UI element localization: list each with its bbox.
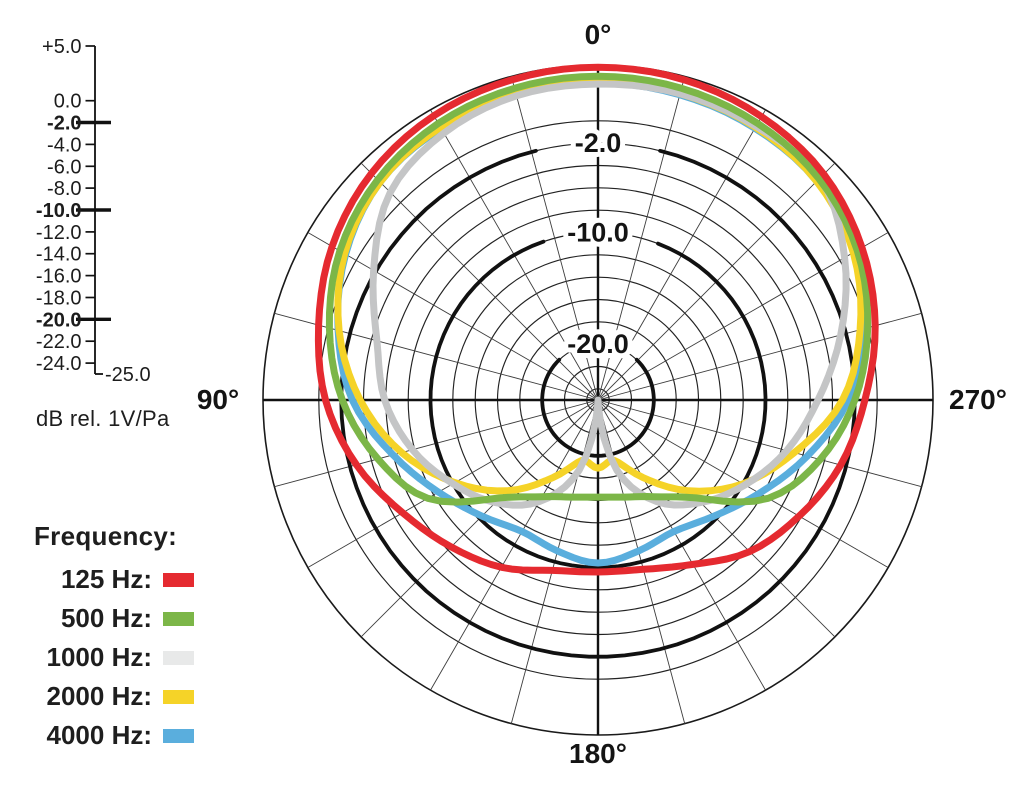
legend-item-label: 500 Hz: xyxy=(60,603,152,633)
legend-items: 125 Hz: 500 Hz: 1000 Hz: 2000 Hz: 4000 Hz: xyxy=(34,560,194,755)
angle-label-180: 180° xyxy=(569,738,627,769)
angle-label-90: 90° xyxy=(197,384,239,415)
legend-swatch xyxy=(163,611,194,626)
polar-curves xyxy=(314,63,879,576)
ring-label: -20.0 xyxy=(567,329,629,359)
scale-tick-label: -4.0 xyxy=(47,134,81,156)
curve-1000hz xyxy=(369,80,850,509)
db-scale-bar: +5.00.0-2.0-4.0-6.0-8.0-10.0-12.0-14.0-1… xyxy=(36,36,151,386)
scale-tick-label: -16.0 xyxy=(36,266,82,288)
scale-tick-label: -14.0 xyxy=(36,244,82,266)
scale-tick-label: -20.0 xyxy=(36,309,82,331)
curve-500hz xyxy=(325,72,872,506)
scale-end-label: -25.0 xyxy=(105,364,151,386)
legend-swatch xyxy=(163,572,194,587)
scale-tick-label: -12.0 xyxy=(36,222,82,244)
legend-swatch xyxy=(163,689,194,704)
legend-item: 1000 Hz: xyxy=(34,638,194,677)
legend-swatch xyxy=(163,728,194,743)
scale-tick-label: -8.0 xyxy=(47,178,81,200)
legend-item-label: 4000 Hz: xyxy=(46,720,153,750)
scale-tick-label: -2.0 xyxy=(47,113,81,135)
bold-ring xyxy=(339,148,857,659)
bold-ring xyxy=(428,239,768,570)
curve-2000hz xyxy=(334,78,865,495)
scale-tick-label: -24.0 xyxy=(36,353,82,375)
scale-tick-label: -6.0 xyxy=(47,156,81,178)
legend-swatch xyxy=(163,650,194,665)
legend-item: 500 Hz: xyxy=(34,599,194,638)
angle-label-0: 0° xyxy=(585,19,612,50)
ring-label: -10.0 xyxy=(567,218,629,248)
bold-ring xyxy=(540,357,656,458)
legend-item-label: 125 Hz: xyxy=(60,564,152,594)
legend-item-label: 2000 Hz: xyxy=(46,681,153,711)
legend-item: 4000 Hz: xyxy=(34,716,194,755)
legend-item: 125 Hz: xyxy=(34,560,194,599)
scale-tick-label: -10.0 xyxy=(36,200,82,222)
db-scale-unit-label: dB rel. 1V/Pa xyxy=(36,406,170,431)
polar-grid xyxy=(262,64,934,736)
scale-tick-label: +5.0 xyxy=(42,36,81,58)
ring-label: -2.0 xyxy=(575,128,622,158)
legend-item-label: 1000 Hz: xyxy=(46,642,153,672)
scale-tick-label: 0.0 xyxy=(54,91,82,113)
curve-125hz xyxy=(314,63,879,576)
legend-title: Frequency: xyxy=(34,521,178,551)
scale-tick-label: -22.0 xyxy=(36,331,82,353)
scale-tick-label: -18.0 xyxy=(36,288,82,310)
frequency-legend: Frequency: 125 Hz: 500 Hz: 1000 Hz: 2000 Hz… xyxy=(34,521,194,755)
angle-label-270: 270° xyxy=(949,384,1007,415)
legend-item: 2000 Hz: xyxy=(34,677,194,716)
